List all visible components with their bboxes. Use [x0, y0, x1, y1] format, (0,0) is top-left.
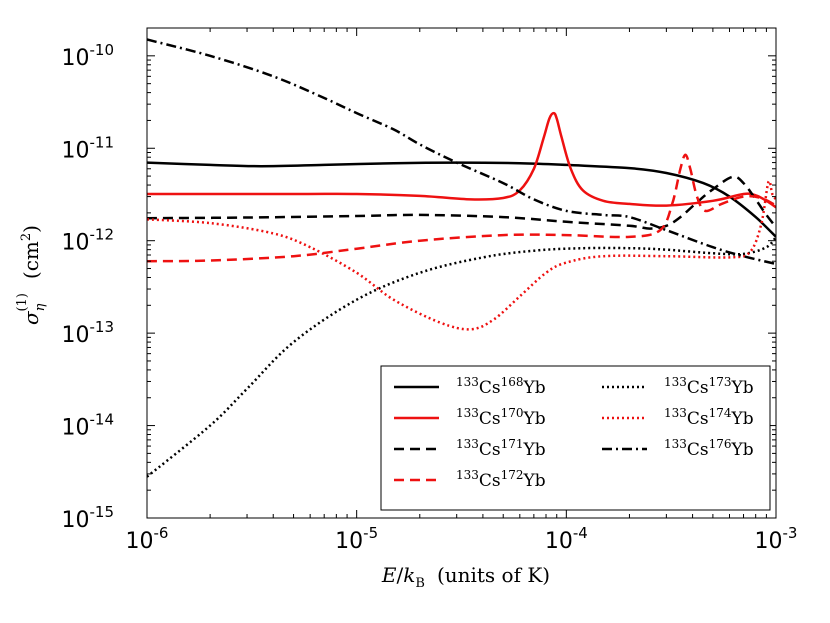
legend: 133Cs168Yb 133Cs170Yb 133Cs171Yb 133Cs172Yb…: [380, 365, 771, 511]
y-axis-label: ση(1)(cm2): [15, 225, 48, 325]
x-tick-label: 10-4: [545, 524, 588, 554]
series-line-6: [147, 38, 776, 266]
y-tick-label: 10-14: [62, 411, 115, 441]
plot-frame: [146, 27, 777, 519]
legend-box: [380, 365, 771, 511]
tick-labels: 10-6 10-5 10-4 10-3 10-15 10-14 10-13 10-12 10-1…: [62, 41, 798, 554]
legend-label-0: 133Cs168Yb: [456, 375, 546, 398]
legend-label-4: 133Cs173Yb: [664, 375, 754, 398]
legend-label-6: 133Cs176Yb: [664, 437, 754, 460]
x-tick-label: 10-5: [335, 524, 378, 554]
x-axis-label: E/kB (units of K): [381, 563, 550, 591]
x-tick-label: 10-6: [126, 524, 169, 554]
legend-label-5: 133Cs174Yb: [664, 406, 754, 429]
axis-ticks: [146, 27, 777, 519]
legend-label-3: 133Cs172Yb: [456, 468, 546, 491]
y-tick-label: 10-10: [62, 41, 115, 71]
y-tick-label: 10-15: [62, 503, 115, 533]
series-line-3: [147, 153, 776, 263]
y-tick-label: 10-11: [62, 133, 115, 163]
legend-label-1: 133Cs170Yb: [456, 406, 546, 429]
series-line-2: [147, 175, 776, 230]
series-line-1: [147, 111, 776, 209]
series-line-0: [147, 161, 776, 238]
y-tick-label: 10-12: [62, 226, 115, 256]
x-tick-label: 10-3: [755, 524, 798, 554]
legend-label-2: 133Cs171Yb: [456, 437, 546, 460]
plot-lines: [147, 38, 776, 478]
series-line-5: [147, 179, 776, 331]
y-tick-label: 10-13: [62, 318, 115, 348]
